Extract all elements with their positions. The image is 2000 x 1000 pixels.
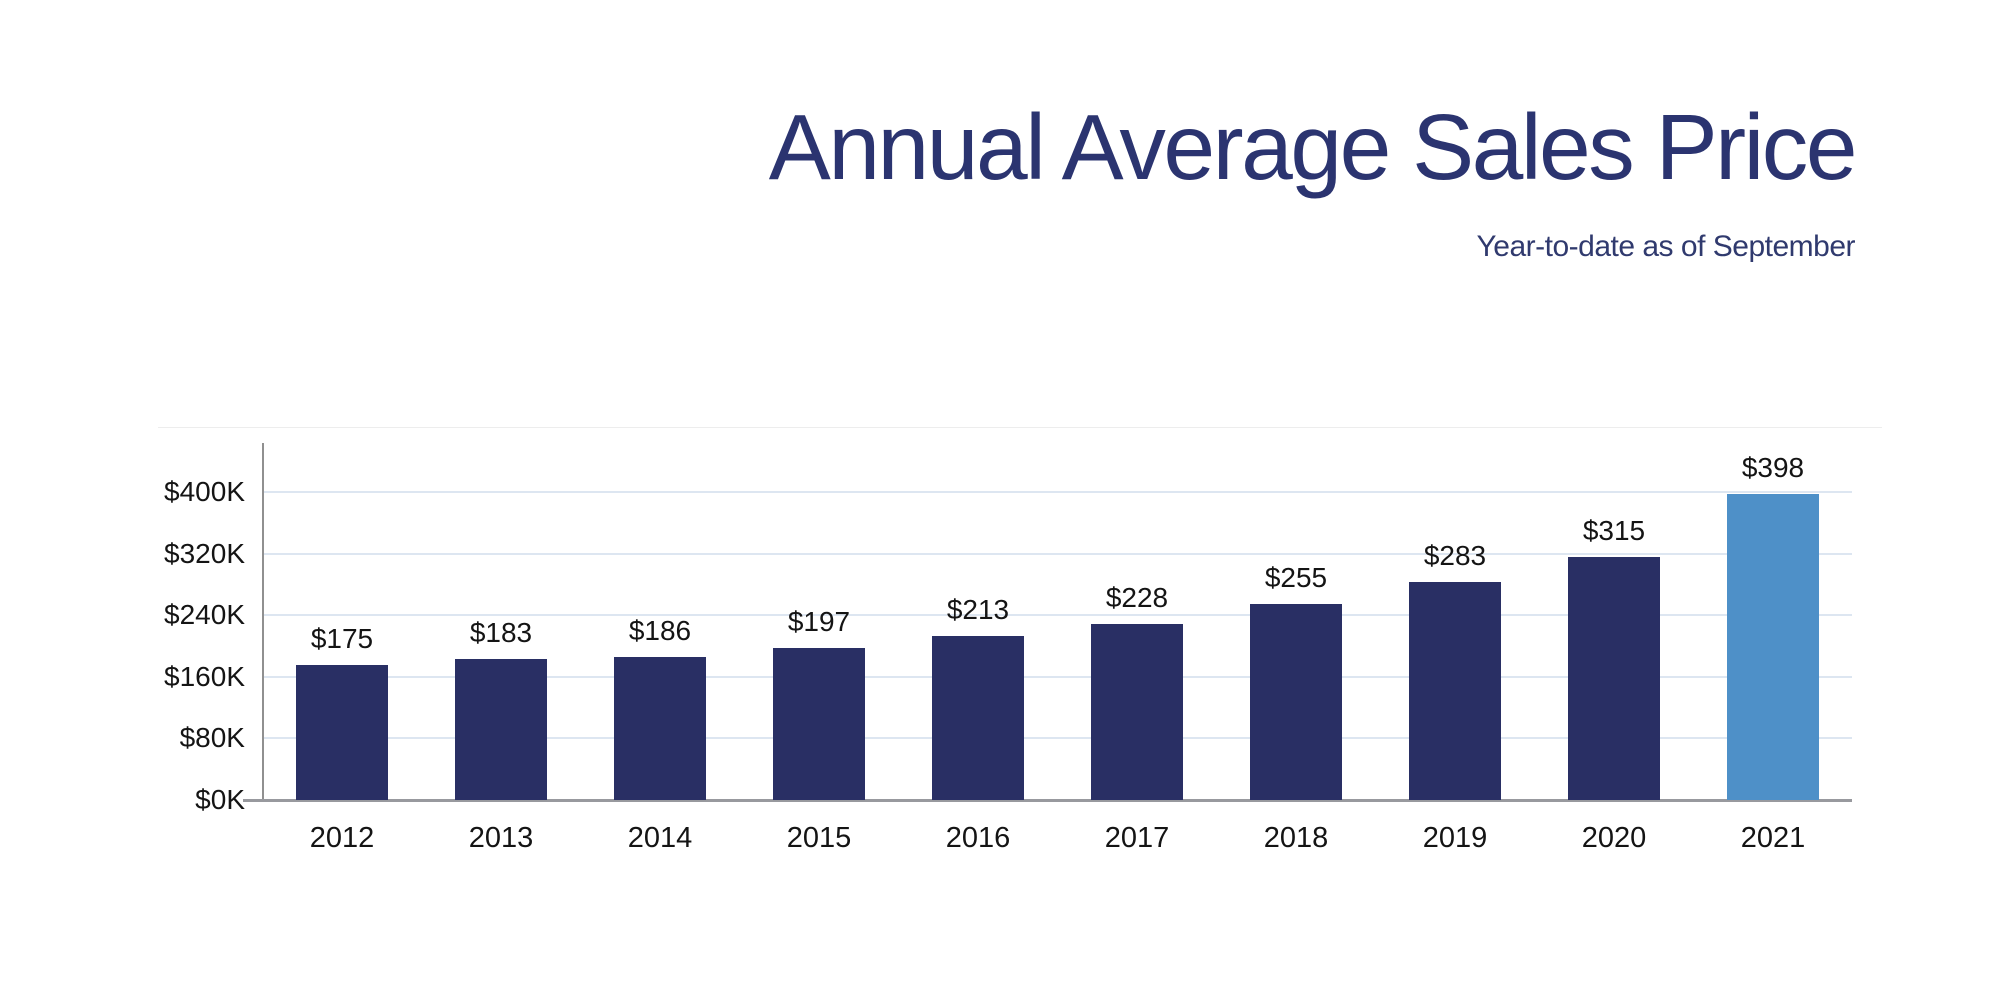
bar-2014 [614, 657, 706, 800]
bar-2015 [773, 648, 865, 800]
x-axis-label-2013: 2013 [468, 822, 534, 854]
bar-2018 [1250, 604, 1342, 800]
bar-value-label-2018: $255 [1264, 562, 1328, 593]
y-axis-tick-label: $400K [164, 476, 245, 507]
chart-title: Annual Average Sales Price [768, 95, 1858, 199]
x-axis-label-2012: 2012 [309, 822, 375, 854]
y-axis-tick-label: $80K [179, 722, 245, 754]
bar-2012 [296, 665, 388, 800]
x-axis-label-2017: 2017 [1104, 822, 1170, 854]
chart-subtitle: Year-to-date as of September [1476, 230, 1856, 263]
bar-value-label-2016: $213 [946, 594, 1010, 625]
bar-2019 [1409, 582, 1501, 800]
bar-value-label-2019: $283 [1423, 540, 1487, 571]
bar-2016 [932, 636, 1024, 800]
bar-value-label-2020: $315 [1582, 515, 1646, 546]
bar-2020 [1568, 557, 1660, 800]
bar-2013 [455, 659, 547, 800]
gridline-$320K [262, 552, 1852, 555]
x-axis-label-2019: 2019 [1422, 822, 1488, 854]
x-axis-label-2018: 2018 [1263, 822, 1329, 854]
y-axis-tick-label: $0K [195, 784, 245, 815]
bar-2017 [1091, 624, 1183, 800]
gridline-$160K [262, 675, 1852, 678]
bar-value-label-2021: $398 [1741, 452, 1805, 483]
x-axis-label-2016: 2016 [945, 822, 1011, 854]
gridline-$400K [262, 491, 1852, 493]
bar-value-label-2014: $186 [628, 615, 692, 646]
bar-value-label-2013: $183 [469, 617, 533, 648]
gridline-$240K [262, 614, 1852, 617]
bar-value-label-2015: $197 [787, 606, 851, 637]
y-axis-tick-label: $320K [164, 537, 245, 569]
y-axis-tick-label: $160K [164, 660, 245, 692]
x-axis-label-2020: 2020 [1581, 822, 1647, 854]
x-axis-label-2021: 2021 [1740, 822, 1806, 854]
gridline-$80K [262, 737, 1852, 740]
bar-value-label-2017: $228 [1105, 582, 1169, 613]
x-axis-label-2015: 2015 [786, 822, 852, 854]
x-axis-label-2014: 2014 [627, 822, 693, 854]
y-axis-tick-label: $240K [164, 599, 245, 631]
bar-2021 [1727, 494, 1819, 800]
plot-frame-top-line [158, 427, 1882, 428]
bar-value-label-2012: $175 [310, 623, 374, 654]
y-axis-line [262, 443, 264, 800]
x-axis-line [243, 799, 1852, 802]
